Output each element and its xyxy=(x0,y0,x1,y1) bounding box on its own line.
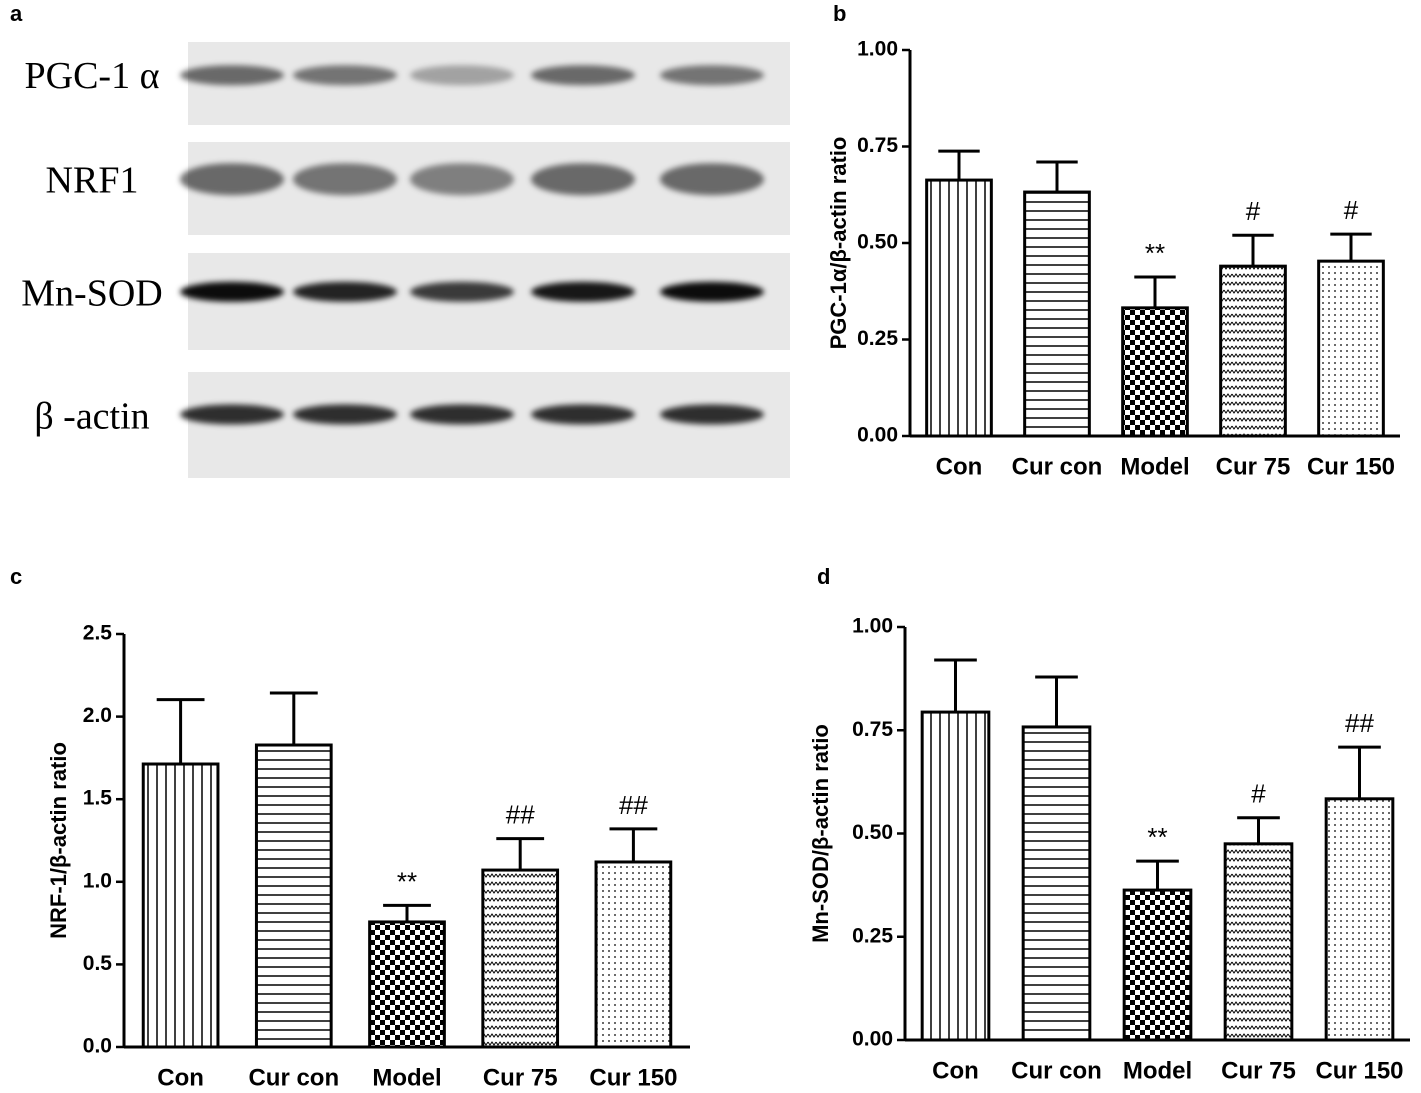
blot-strip xyxy=(188,253,790,350)
blot-band xyxy=(410,404,514,425)
y-tick-label: 1.0 xyxy=(83,869,112,892)
x-tick-label: Con xyxy=(932,1057,979,1084)
bar xyxy=(594,860,673,1049)
y-tick-label: 1.00 xyxy=(852,615,893,638)
blot-band xyxy=(531,404,635,425)
y-tick-label: 0.00 xyxy=(852,1028,893,1051)
significance-mark: ## xyxy=(506,800,535,830)
y-tick-label: 0.50 xyxy=(852,821,893,844)
significance-mark: ** xyxy=(1147,822,1167,852)
blot-band xyxy=(531,65,635,86)
blot-row-label: Mn-SOD xyxy=(21,272,162,314)
blot-band xyxy=(293,163,397,196)
significance-mark: ** xyxy=(397,866,417,896)
y-tick-label: 1.5 xyxy=(83,787,113,810)
significance-mark: ## xyxy=(619,790,648,820)
x-tick-label: Cur 75 xyxy=(483,1064,558,1091)
blot-band xyxy=(660,281,764,302)
blot-row-label: PGC-1 α xyxy=(25,55,160,97)
y-tick-label: 0.25 xyxy=(852,924,893,947)
x-tick-label: Cur 75 xyxy=(1221,1057,1296,1084)
blot-band xyxy=(180,163,284,196)
panel-label: c xyxy=(10,564,22,589)
significance-mark: ## xyxy=(1345,708,1374,738)
significance-mark: # xyxy=(1251,779,1266,809)
y-axis-label: PGC-1α/β-actin ratio xyxy=(826,137,851,350)
bar xyxy=(920,710,991,1042)
bar xyxy=(481,868,560,1049)
y-tick-label: 2.0 xyxy=(83,704,112,727)
bar xyxy=(254,743,333,1049)
bar xyxy=(925,178,993,438)
y-tick-label: 0.0 xyxy=(83,1035,112,1058)
significance-mark: ** xyxy=(1145,238,1165,268)
blot-band xyxy=(293,404,397,425)
x-tick-label: Cur con xyxy=(1011,1057,1102,1084)
bar xyxy=(368,920,446,1049)
x-tick-label: Model xyxy=(372,1064,441,1091)
blot-strip xyxy=(188,372,790,478)
x-tick-label: Cur 150 xyxy=(1315,1057,1403,1084)
y-axis-label: Mn-SOD/β-actin ratio xyxy=(808,724,833,943)
bar xyxy=(1317,259,1385,438)
y-tick-label: 0.75 xyxy=(852,718,893,741)
x-tick-label: Cur 75 xyxy=(1216,453,1291,480)
y-axis-label: NRF-1/β-actin ratio xyxy=(46,742,71,939)
blot-band xyxy=(293,281,397,302)
x-tick-label: Cur con xyxy=(1012,453,1103,480)
x-tick-label: Cur 150 xyxy=(1307,453,1395,480)
x-tick-label: Con xyxy=(936,453,983,480)
blot-row-label: β -actin xyxy=(34,395,149,437)
bar xyxy=(1122,888,1193,1042)
panel-label: a xyxy=(10,1,23,26)
bar xyxy=(1023,190,1091,438)
y-tick-label: 0.25 xyxy=(857,327,898,350)
y-tick-label: 1.00 xyxy=(857,38,898,61)
blot-band xyxy=(660,404,764,425)
blot-band xyxy=(180,65,284,86)
blot-band xyxy=(293,65,397,86)
blot-band xyxy=(531,163,635,196)
panel-label: d xyxy=(817,564,830,589)
blot-row-label: NRF1 xyxy=(46,160,139,202)
y-tick-label: 2.5 xyxy=(83,622,113,645)
panel-label: b xyxy=(833,1,846,26)
bar xyxy=(1219,264,1287,438)
blot-band xyxy=(660,65,764,86)
bar xyxy=(1021,725,1092,1042)
bar xyxy=(1121,306,1189,438)
blot-band xyxy=(180,281,284,302)
significance-mark: # xyxy=(1344,195,1359,225)
x-tick-label: Cur con xyxy=(248,1064,339,1091)
y-tick-label: 0.50 xyxy=(857,231,898,254)
y-tick-label: 0.5 xyxy=(83,952,113,975)
blot-band xyxy=(410,65,514,86)
x-tick-label: Cur 150 xyxy=(589,1064,677,1091)
x-tick-label: Con xyxy=(157,1064,204,1091)
x-tick-label: Model xyxy=(1123,1057,1192,1084)
blot-band xyxy=(531,281,635,302)
bar xyxy=(1324,797,1395,1042)
blot-band xyxy=(180,404,284,425)
significance-mark: # xyxy=(1246,196,1261,226)
bar xyxy=(1223,842,1294,1042)
x-tick-label: Model xyxy=(1120,453,1189,480)
y-tick-label: 0.00 xyxy=(857,424,898,447)
blot-band xyxy=(660,163,764,196)
blot-band xyxy=(410,163,514,196)
bar xyxy=(141,762,220,1049)
y-tick-label: 0.75 xyxy=(857,134,898,157)
blot-band xyxy=(410,281,514,302)
